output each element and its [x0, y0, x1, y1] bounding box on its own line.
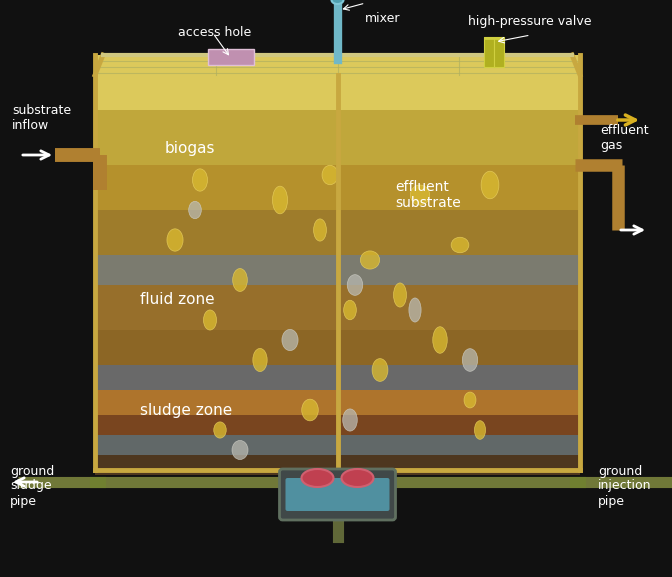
Bar	[95, 165, 580, 210]
FancyBboxPatch shape	[286, 478, 390, 511]
Ellipse shape	[322, 165, 338, 185]
Bar	[95, 435, 580, 455]
Ellipse shape	[282, 329, 298, 351]
Text: sludge zone: sludge zone	[140, 403, 233, 418]
Ellipse shape	[394, 283, 407, 307]
Text: high-pressure valve: high-pressure valve	[468, 16, 591, 28]
Bar	[95, 455, 580, 475]
Bar	[95, 415, 580, 435]
Ellipse shape	[411, 185, 429, 205]
Ellipse shape	[462, 349, 478, 372]
Ellipse shape	[232, 440, 248, 459]
Ellipse shape	[314, 219, 327, 241]
Ellipse shape	[360, 251, 380, 269]
Text: substrate
inflow: substrate inflow	[12, 104, 71, 132]
Ellipse shape	[343, 409, 358, 431]
Bar	[95, 110, 580, 165]
Text: biogas: biogas	[165, 141, 216, 155]
Ellipse shape	[433, 327, 448, 353]
Ellipse shape	[272, 186, 288, 214]
FancyBboxPatch shape	[494, 37, 504, 67]
Text: ground
sludge
pipe: ground sludge pipe	[10, 464, 54, 508]
Text: ground
injection
pipe: ground injection pipe	[598, 464, 651, 508]
Ellipse shape	[481, 171, 499, 198]
FancyBboxPatch shape	[484, 37, 494, 67]
Ellipse shape	[302, 469, 333, 487]
Bar	[95, 255, 580, 285]
FancyBboxPatch shape	[280, 469, 396, 520]
Ellipse shape	[192, 169, 208, 191]
Ellipse shape	[347, 275, 363, 295]
Ellipse shape	[233, 268, 247, 291]
Text: effluent
substrate: effluent substrate	[395, 180, 461, 210]
Bar	[95, 55, 580, 110]
Bar	[95, 210, 580, 255]
Ellipse shape	[409, 298, 421, 322]
Text: fluid zone: fluid zone	[140, 293, 214, 308]
Ellipse shape	[167, 229, 183, 251]
Ellipse shape	[214, 422, 226, 438]
Ellipse shape	[331, 0, 343, 4]
Ellipse shape	[372, 359, 388, 381]
Ellipse shape	[474, 421, 486, 439]
Text: mixer: mixer	[365, 12, 401, 24]
FancyBboxPatch shape	[208, 49, 254, 65]
Ellipse shape	[464, 392, 476, 408]
Ellipse shape	[302, 399, 319, 421]
Ellipse shape	[189, 201, 202, 219]
Ellipse shape	[341, 469, 374, 487]
Bar	[95, 390, 580, 415]
Bar	[95, 285, 580, 330]
Ellipse shape	[204, 310, 216, 330]
Bar	[95, 365, 580, 390]
Text: access hole: access hole	[178, 27, 251, 39]
Bar	[95, 330, 580, 365]
Ellipse shape	[451, 237, 469, 253]
Text: effluent
gas: effluent gas	[600, 124, 648, 152]
Ellipse shape	[343, 300, 356, 320]
Ellipse shape	[253, 349, 267, 372]
